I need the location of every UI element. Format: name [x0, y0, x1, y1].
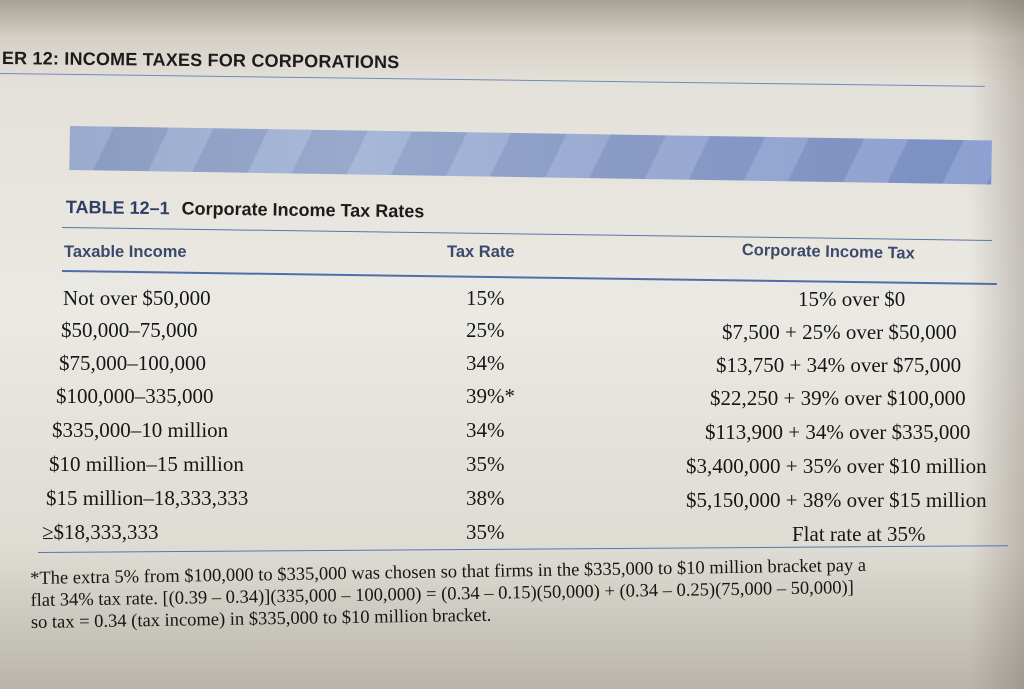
rate-cell: 34%	[466, 418, 505, 443]
table-footnote: *The extra 5% from $100,000 to $335,000 …	[30, 552, 1021, 634]
chapter-header: ER 12: INCOME TAXES FOR CORPORATIONS	[2, 48, 400, 73]
table-row: $75,000–100,000 34% $13,750 + 34% over $…	[0, 351, 1024, 381]
table-title-text: Corporate Income Tax Rates	[181, 198, 424, 221]
income-cell: $15 million–18,333,333	[46, 486, 248, 511]
table-row: $10 million–15 million 35% $3,400,000 + …	[0, 452, 1024, 482]
tax-cell: $113,900 + 34% over $335,000	[705, 420, 970, 445]
column-header-taxable-income: Taxable Income	[64, 243, 187, 262]
tax-cell: $3,400,000 + 35% over $10 million	[686, 454, 987, 479]
rate-cell: 39%*	[466, 384, 515, 409]
rate-cell: 35%	[466, 520, 505, 545]
table-number: TABLE 12–1	[66, 197, 170, 218]
table-row: $100,000–335,000 39%* $22,250 + 39% over…	[0, 384, 1024, 414]
tax-cell: $5,150,000 + 38% over $15 million	[686, 488, 987, 513]
income-cell: $335,000–10 million	[52, 418, 228, 443]
income-cell: $50,000–75,000	[61, 318, 198, 343]
page-top-shadow	[0, 0, 1024, 38]
rate-cell: 25%	[466, 318, 505, 343]
income-cell: $75,000–100,000	[59, 351, 206, 376]
decorative-banner	[69, 126, 992, 184]
rate-cell: 34%	[466, 351, 505, 376]
tax-cell: $22,250 + 39% over $100,000	[710, 386, 966, 411]
column-header-tax-rate: Tax Rate	[447, 243, 515, 262]
income-cell: $100,000–335,000	[56, 384, 214, 409]
table-title: TABLE 12–1 Corporate Income Tax Rates	[66, 197, 425, 222]
tax-cell: 15% over $0	[798, 287, 905, 312]
income-cell: $10 million–15 million	[49, 452, 244, 477]
rate-cell: 35%	[466, 452, 505, 477]
tax-cell: Flat rate at 35%	[792, 522, 926, 547]
income-cell: Not over $50,000	[63, 286, 211, 311]
rate-cell: 38%	[466, 486, 505, 511]
income-cell: ≥$18,333,333	[42, 520, 159, 545]
column-header-corporate-income-tax: Corporate Income Tax	[742, 241, 915, 264]
rate-cell: 15%	[466, 286, 505, 311]
table-row: $15 million–18,333,333 38% $5,150,000 + …	[0, 486, 1024, 516]
header-rule	[0, 73, 985, 87]
table-row: Not over $50,000 15% 15% over $0	[0, 286, 1024, 316]
header-bottom-rule	[62, 270, 997, 285]
table-row: $50,000–75,000 25% $7,500 + 25% over $50…	[0, 318, 1024, 348]
table-row: $335,000–10 million 34% $113,900 + 34% o…	[0, 418, 1024, 448]
tax-cell: $13,750 + 34% over $75,000	[716, 353, 961, 378]
table-top-rule	[62, 227, 992, 241]
tax-cell: $7,500 + 25% over $50,000	[722, 320, 957, 345]
